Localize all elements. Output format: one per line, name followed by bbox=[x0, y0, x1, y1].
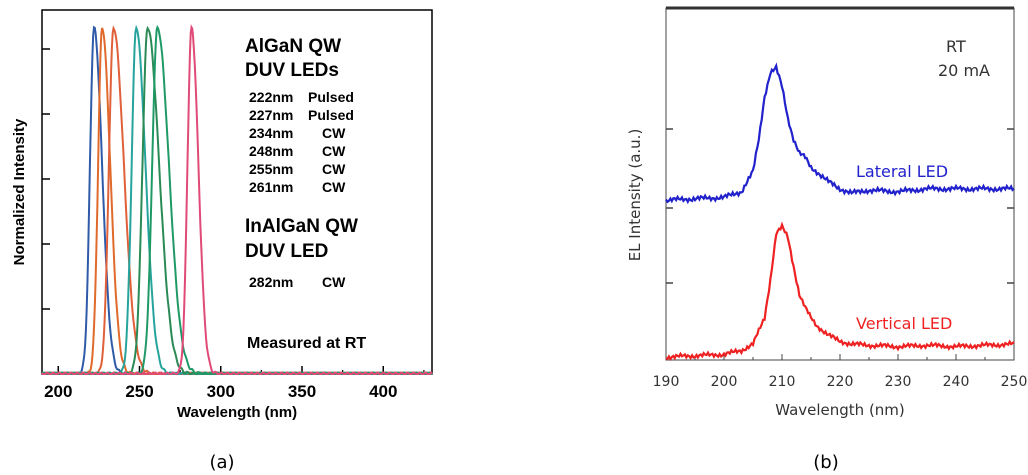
panel-b: 190 200 210 220 230 240 250 Wavelength (nm) EL… bbox=[626, 6, 1028, 473]
panel-a-x-tick-label: 300 bbox=[207, 382, 235, 401]
panel-a-entry-wavelength: 234nm bbox=[249, 125, 293, 141]
panel-b-series-lateral bbox=[665, 62, 1015, 205]
panel-a-x-tick-label: 250 bbox=[125, 382, 153, 401]
panel-a-series-227 bbox=[42, 27, 433, 375]
panel-b-x-tick-labels: 190 200 210 220 230 240 250 bbox=[653, 374, 1028, 390]
panel-a-x-tick-label: 400 bbox=[369, 382, 397, 401]
panel-b-label: (b) bbox=[813, 452, 838, 473]
panel-a-entry-wavelength: 248nm bbox=[249, 143, 293, 159]
panel-a-curves bbox=[41, 24, 433, 376]
panel-b-x-tick-label: 230 bbox=[885, 374, 912, 390]
panel-a-x-axis-label: Wavelength (nm) bbox=[177, 404, 297, 421]
panel-a-entry-mode: CW bbox=[322, 161, 346, 177]
panel-b-y-axis-label: EL Intensity (a.u.) bbox=[626, 129, 644, 262]
panel-a-entry-wavelength: 261nm bbox=[249, 179, 293, 195]
panel-a-entry-mode: CW bbox=[322, 125, 346, 141]
panel-a-group2-entries: 282nm CW bbox=[249, 274, 346, 290]
panel-a-series-282 bbox=[41, 24, 433, 375]
panel-b-series-vertical bbox=[665, 221, 1015, 362]
panel-a: 200 250 300 350 400 Wavelength (nm) Normaliz… bbox=[11, 9, 433, 473]
panel-b-series-label-lateral: Lateral LED bbox=[856, 162, 948, 181]
panel-a-x-tick-label: 200 bbox=[44, 382, 72, 401]
panel-a-label: (a) bbox=[209, 452, 234, 473]
panel-a-x-tick-label: 350 bbox=[288, 382, 316, 401]
panel-a-entry-mode: CW bbox=[322, 179, 346, 195]
panel-a-group1-title-line1: AlGaN QW bbox=[245, 36, 341, 57]
panel-a-group2-title-line2: DUV LED bbox=[245, 241, 328, 262]
panel-b-corner-line1: RT bbox=[946, 37, 966, 56]
panel-a-y-axis-label: Normalized Intensity bbox=[11, 118, 28, 265]
panel-a-entry-mode: CW bbox=[322, 143, 346, 159]
panel-b-series-label-vertical: Vertical LED bbox=[856, 314, 952, 333]
panel-b-x-tick-label: 220 bbox=[827, 374, 854, 390]
panel-b-corner-line2: 20 mA bbox=[938, 61, 990, 80]
panel-a-entry-wavelength: 227nm bbox=[249, 107, 293, 123]
panel-a-entry-mode: CW bbox=[322, 274, 346, 290]
panel-a-x-tick-labels: 200 250 300 350 400 bbox=[44, 382, 397, 401]
panel-a-entry-wavelength: 222nm bbox=[249, 89, 293, 105]
panel-a-entry-mode: Pulsed bbox=[308, 107, 354, 123]
panel-a-entry-mode: Pulsed bbox=[308, 89, 354, 105]
panel-b-curves bbox=[665, 62, 1015, 362]
panel-b-x-axis-label: Wavelength (nm) bbox=[775, 401, 905, 419]
panel-b-ticks bbox=[665, 128, 1015, 360]
panel-b-x-tick-label: 250 bbox=[1001, 374, 1028, 390]
panel-b-x-tick-label: 240 bbox=[943, 374, 970, 390]
panel-a-footer: Measured at RT bbox=[247, 335, 366, 352]
panel-b-x-tick-label: 210 bbox=[769, 374, 796, 390]
panel-b-x-tick-label: 190 bbox=[653, 374, 680, 390]
panel-b-x-tick-label: 200 bbox=[711, 374, 738, 390]
panel-a-entry-wavelength: 255nm bbox=[249, 161, 293, 177]
panel-a-group2-title-line1: InAlGaN QW bbox=[245, 216, 358, 237]
panel-a-group1-entries: 222nm Pulsed 227nm Pulsed 234nm CW 248nm CW 255n… bbox=[249, 89, 354, 195]
panel-a-group1-title-line2: DUV LEDs bbox=[245, 60, 339, 81]
panel-a-entry-wavelength: 282nm bbox=[249, 274, 293, 290]
